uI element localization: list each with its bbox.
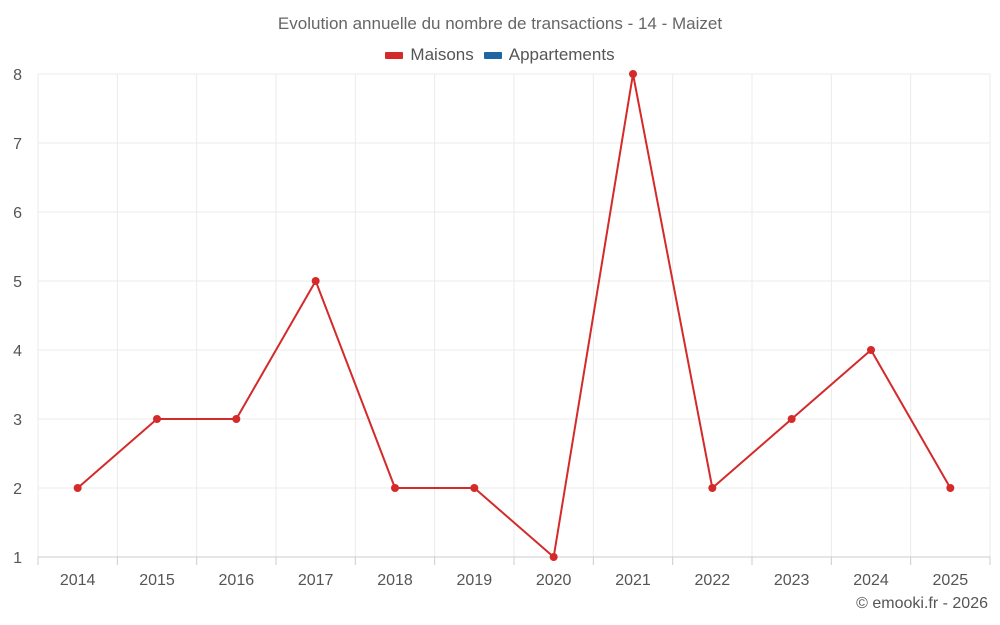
legend-item-appartements[interactable]: Appartements: [483, 45, 615, 65]
data-point: [73, 484, 82, 492]
x-tick-label: 2017: [298, 572, 334, 589]
y-tick-label: 5: [13, 274, 22, 291]
y-tick-label: 6: [13, 205, 22, 222]
x-tick-label: 2025: [933, 572, 969, 589]
chart-title: Evolution annuelle du nombre de transact…: [277, 14, 723, 33]
legend-item-maisons[interactable]: Maisons: [385, 45, 474, 65]
x-tick-label: 2014: [60, 572, 96, 589]
x-tick-label: 2024: [853, 572, 889, 589]
x-tick-label: 2021: [615, 572, 651, 589]
y-tick-label: 8: [13, 67, 22, 84]
y-tick-label: 1: [13, 550, 22, 567]
legend-swatch-maisons: [385, 51, 404, 59]
data-point: [787, 415, 796, 423]
y-tick-label: 2: [13, 481, 22, 498]
x-tick-label: 2015: [139, 572, 175, 589]
data-point: [867, 346, 875, 354]
data-point: [232, 415, 241, 423]
data-point: [946, 484, 955, 492]
x-tick-label: 2016: [219, 572, 255, 589]
credit: © emooki.fr - 2026: [856, 595, 988, 612]
data-point: [708, 484, 717, 492]
data-point: [470, 484, 479, 492]
x-tick-label: 2020: [536, 572, 572, 589]
x-tick-label: 2023: [774, 572, 810, 589]
legend-swatch-appartements: [483, 51, 502, 59]
data-point: [311, 277, 320, 285]
data-point: [391, 484, 399, 492]
x-tick-label: 2022: [695, 572, 731, 589]
y-tick-label: 3: [13, 412, 22, 429]
y-tick-label: 7: [13, 136, 22, 153]
legend: Maisons Appartements: [0, 45, 1000, 65]
data-point: [629, 70, 637, 78]
data-point: [153, 415, 161, 423]
legend-label-maisons: Maisons: [410, 45, 474, 64]
x-tick-label: 2019: [457, 572, 493, 589]
x-tick-label: 2018: [377, 572, 413, 589]
series-line-maisons: [77, 73, 952, 558]
data-point: [549, 553, 558, 561]
legend-label-appartements: Appartements: [508, 45, 615, 64]
y-tick-label: 4: [13, 343, 22, 360]
